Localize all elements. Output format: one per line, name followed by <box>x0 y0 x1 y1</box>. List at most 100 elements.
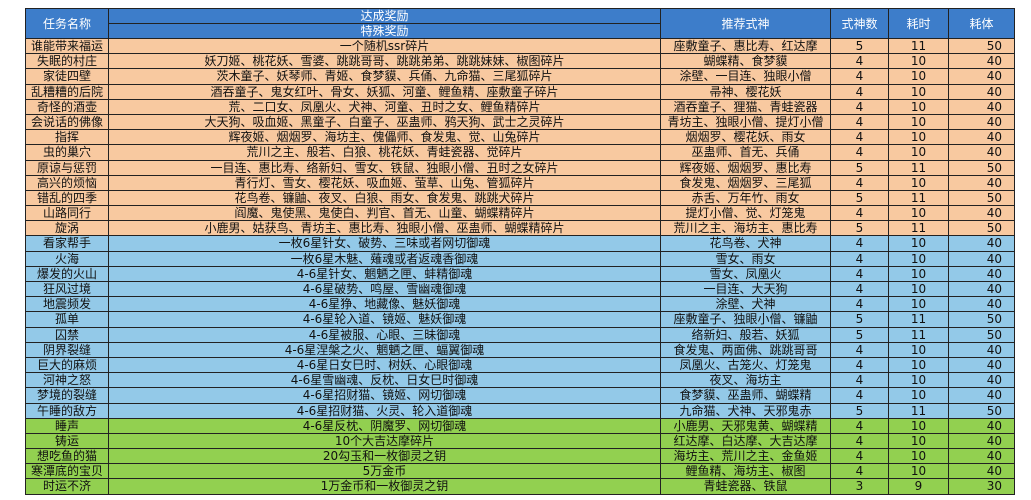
table-row: 山路同行 阎魔、鬼使黑、鬼使白、判官、首无、山童、蝴蝶精碎片 提灯小僧、觉、灯笼鬼 4… <box>26 206 1015 222</box>
header-shikigami-count: 式神数 <box>831 9 889 39</box>
table-row: 阴界裂缝 4-6星涅槃之火、魍魉之匣、蝠翼御魂 食发鬼、两面佛、跳跳哥哥 4 10 40 <box>26 342 1015 358</box>
stamina-cost-cell: 40 <box>949 418 1015 434</box>
table-row: 谁能带来福运 一个随机ssr碎片 座敷童子、惠比寿、红达摩 5 11 50 <box>26 39 1015 55</box>
table-row: 囚禁 4-6星被服、心眼、三昧御魂 络新妇、般若、妖狐 5 11 50 <box>26 327 1015 343</box>
time-cost-cell: 10 <box>889 114 949 131</box>
recommended-shikigami-cell: 海坊主、荒川之主、金鱼姬 <box>661 449 831 465</box>
shikigami-count-cell: 4 <box>831 388 889 404</box>
recommended-shikigami-cell: 帚神、樱花妖 <box>661 84 831 100</box>
time-cost-cell: 10 <box>889 251 949 267</box>
recommended-shikigami-cell: 酒吞童子、狸猫、青蛙瓷器 <box>661 99 831 115</box>
shikigami-count-cell: 5 <box>831 312 889 328</box>
time-cost-cell: 10 <box>889 54 949 70</box>
stamina-cost-cell: 40 <box>949 342 1015 358</box>
reward-cell: 4-6星轮入道、镜姬、魅妖御魂 <box>109 312 661 328</box>
stamina-cost-cell: 40 <box>949 130 1015 146</box>
recommended-shikigami-cell: 青蛙瓷器、铁鼠 <box>661 479 831 495</box>
stamina-cost-cell: 50 <box>949 403 1015 419</box>
shikigami-count-cell: 4 <box>831 464 889 480</box>
shikigami-count-cell: 5 <box>831 160 889 176</box>
reward-cell: 4-6星招财猫、镜姬、网切御魂 <box>109 388 661 404</box>
task-name-cell: 孤单 <box>26 312 109 328</box>
reward-cell: 茨木童子、妖琴师、青姬、食梦貘、兵俑、九命猫、三尾狐碎片 <box>109 69 661 85</box>
time-cost-cell: 10 <box>889 69 949 85</box>
recommended-shikigami-cell: 涂壁、犬神 <box>661 297 831 313</box>
recommended-shikigami-cell: 一目连、大天狗 <box>661 282 831 298</box>
reward-cell: 花鸟卷、镰鼬、夜叉、白狼、雨女、食发鬼、跳跳犬碎片 <box>109 190 661 207</box>
shikigami-count-cell: 4 <box>831 342 889 358</box>
time-cost-cell: 11 <box>889 403 949 419</box>
recommended-shikigami-cell: 食梦貘、巫蛊师、蝴蝶精 <box>661 388 831 404</box>
reward-cell: 阎魔、鬼使黑、鬼使白、判官、首无、山童、蝴蝶精碎片 <box>109 206 661 222</box>
task-name-cell: 寒潭底的宝贝 <box>26 464 109 480</box>
shikigami-count-cell: 4 <box>831 206 889 222</box>
stamina-cost-cell: 40 <box>949 373 1015 389</box>
header-time-cost: 耗时 <box>889 9 949 39</box>
stamina-cost-cell: 50 <box>949 312 1015 328</box>
task-name-cell: 失眠的村庄 <box>26 54 109 70</box>
reward-cell: 一枚6星木魅、薙魂或者返魂香御魂 <box>109 251 661 267</box>
stamina-cost-cell: 40 <box>949 266 1015 282</box>
task-name-cell: 会说话的佛像 <box>26 114 109 131</box>
task-name-cell: 山路同行 <box>26 206 109 222</box>
stamina-cost-cell: 40 <box>949 175 1015 191</box>
task-table: 任务名称 达成奖励 特殊奖励 推荐式神 式神数 耗时 耗体 谁能带来福运 一个随机… <box>25 8 1015 495</box>
reward-cell: 辉夜姬、烟烟罗、海坊主、傀儡师、食发鬼、觉、山兔碎片 <box>109 130 661 146</box>
shikigami-count-cell: 5 <box>831 190 889 207</box>
reward-cell: 大天狗、吸血姬、黑童子、白童子、巫蛊师、鸦天狗、武士之灵碎片 <box>109 114 661 131</box>
stamina-cost-cell: 40 <box>949 251 1015 267</box>
table-row: 梦境的裂缝 4-6星招财猫、镜姬、网切御魂 食梦貘、巫蛊师、蝴蝶精 4 10 40 <box>26 388 1015 404</box>
shikigami-count-cell: 4 <box>831 99 889 115</box>
reward-cell: 4-6星被服、心眼、三昧御魂 <box>109 327 661 343</box>
time-cost-cell: 10 <box>889 449 949 465</box>
table-row: 高兴的烦恼 青行灯、雪女、樱花妖、吸血姬、萤草、山兔、管狐碎片 食发鬼、烟烟罗、三尾… <box>26 175 1015 191</box>
recommended-shikigami-cell: 烟烟罗、樱花妖、雨女 <box>661 130 831 146</box>
table-row: 河神之怒 4-6星雪幽魂、反枕、日女巳时御魂 夜叉、海坊主 4 10 40 <box>26 373 1015 389</box>
reward-cell: 一枚6星针女、破势、三味或者网切御魂 <box>109 236 661 252</box>
table-row: 失眠的村庄 妖刀姬、桃花妖、雪婆、跳跳哥哥、跳跳弟弟、跳跳妹妹、椒图碎片 蝴蝶精、食… <box>26 54 1015 70</box>
recommended-shikigami-cell: 食发鬼、烟烟罗、三尾狐 <box>661 175 831 191</box>
recommended-shikigami-cell: 夜叉、海坊主 <box>661 373 831 389</box>
stamina-cost-cell: 50 <box>949 190 1015 207</box>
table-row: 铸运 10个大吉达摩碎片 红达摩、白达摩、大吉达摩 4 10 40 <box>26 433 1015 450</box>
recommended-shikigami-cell: 涂壁、一目连、独眼小僧 <box>661 69 831 85</box>
task-name-cell: 火海 <box>26 251 109 267</box>
stamina-cost-cell: 50 <box>949 160 1015 176</box>
stamina-cost-cell: 50 <box>949 327 1015 343</box>
stamina-cost-cell: 40 <box>949 114 1015 131</box>
reward-cell: 青行灯、雪女、樱花妖、吸血姬、萤草、山兔、管狐碎片 <box>109 175 661 191</box>
time-cost-cell: 10 <box>889 464 949 480</box>
time-cost-cell: 11 <box>889 312 949 328</box>
time-cost-cell: 11 <box>889 160 949 176</box>
reward-cell: 4-6星雪幽魂、反枕、日女巳时御魂 <box>109 373 661 389</box>
recommended-shikigami-cell: 络新妇、般若、妖狐 <box>661 327 831 343</box>
shikigami-count-cell: 4 <box>831 114 889 131</box>
table-row: 虫的巢穴 荒川之主、般若、白狼、桃花妖、青蛙瓷器、觉碎片 巫蛊师、首无、兵俑 4 10 4… <box>26 145 1015 161</box>
table-row: 巨大的麻烦 4-6星日女巳时、树妖、心眼御魂 凤凰火、古笼火、灯笼鬼 4 10 40 <box>26 357 1015 374</box>
recommended-shikigami-cell: 座敷童子、惠比寿、红达摩 <box>661 39 831 55</box>
time-cost-cell: 10 <box>889 388 949 404</box>
table-row: 午睡的敌方 4-6星招财猫、火灵、轮入道御魂 九命猫、犬神、天邪鬼赤 5 11 50 <box>26 403 1015 419</box>
time-cost-cell: 10 <box>889 418 949 434</box>
shikigami-count-cell: 4 <box>831 373 889 389</box>
recommended-shikigami-cell: 小鹿男、天邪鬼黄、蝴蝶精 <box>661 418 831 434</box>
reward-cell: 酒吞童子、鬼女红叶、骨女、妖狐、河童、鲤鱼精、座敷童子碎片 <box>109 84 661 100</box>
table-row: 时运不济 1万金币和一枚御灵之钥 青蛙瓷器、铁鼠 3 9 30 <box>26 479 1015 495</box>
time-cost-cell: 10 <box>889 130 949 146</box>
stamina-cost-cell: 40 <box>949 69 1015 85</box>
time-cost-cell: 10 <box>889 236 949 252</box>
task-name-cell: 想吃鱼的猫 <box>26 449 109 465</box>
header-achievement-reward: 达成奖励 <box>109 9 661 24</box>
task-name-cell: 梦境的裂缝 <box>26 388 109 404</box>
task-name-cell: 家徒四壁 <box>26 69 109 85</box>
shikigami-count-cell: 5 <box>831 403 889 419</box>
table-row: 乱糟糟的后院 酒吞童子、鬼女红叶、骨女、妖狐、河童、鲤鱼精、座敷童子碎片 帚神、樱花… <box>26 84 1015 100</box>
table-row: 地震频发 4-6星狰、地藏像、魅妖御魂 涂壁、犬神 4 10 40 <box>26 297 1015 313</box>
time-cost-cell: 10 <box>889 99 949 115</box>
task-name-cell: 铸运 <box>26 433 109 450</box>
recommended-shikigami-cell: 青坊主、独眼小僧、提灯小僧 <box>661 114 831 131</box>
table-row: 想吃鱼的猫 20勾玉和一枚御灵之钥 海坊主、荒川之主、金鱼姬 4 10 40 <box>26 449 1015 465</box>
stamina-cost-cell: 40 <box>949 388 1015 404</box>
time-cost-cell: 11 <box>889 39 949 55</box>
shikigami-count-cell: 4 <box>831 266 889 282</box>
